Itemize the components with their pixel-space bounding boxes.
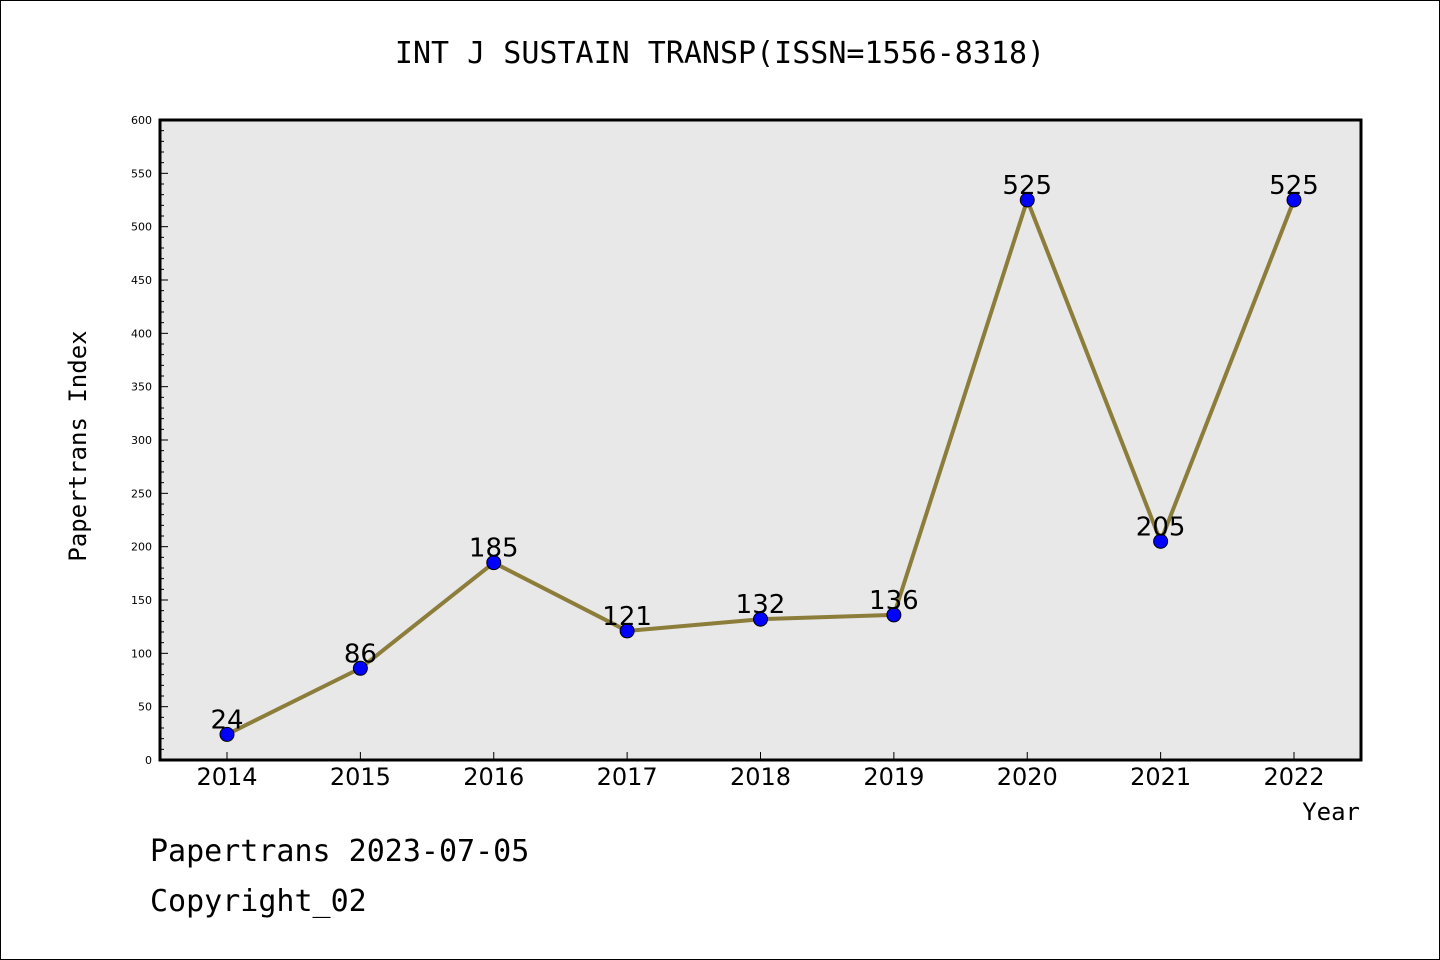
data-point bbox=[886, 607, 902, 623]
data-label: 86 bbox=[344, 639, 377, 669]
y-tick-label: 250 bbox=[131, 487, 152, 500]
footer-date-line: Papertrans 2023-07-05 bbox=[150, 834, 530, 869]
y-tick-label: 550 bbox=[131, 167, 152, 180]
x-tick-label: 2016 bbox=[463, 763, 524, 791]
x-axis-title: Year bbox=[1302, 798, 1360, 826]
x-tick-label: 2017 bbox=[597, 763, 658, 791]
x-tick-label: 2019 bbox=[863, 763, 924, 791]
data-point bbox=[1153, 533, 1169, 549]
y-tick-label: 0 bbox=[145, 754, 152, 767]
footer-copyright: Copyright_02 bbox=[150, 884, 367, 919]
data-label: 525 bbox=[1269, 171, 1319, 201]
x-tick-label: 2020 bbox=[997, 763, 1058, 791]
data-point bbox=[352, 660, 368, 676]
x-tick-label: 2021 bbox=[1130, 763, 1191, 791]
y-ticks: 0 50 100 150 200 250 300 350 400 450 500 550 600 bbox=[131, 114, 168, 767]
y-axis-title: Papertrans Index bbox=[64, 330, 92, 561]
x-tick-label: 2018 bbox=[730, 763, 791, 791]
y-tick-label: 450 bbox=[131, 274, 152, 287]
data-markers bbox=[219, 192, 1302, 742]
data-point bbox=[619, 623, 635, 639]
y-tick-label: 50 bbox=[138, 701, 152, 714]
y-tick-label: 150 bbox=[131, 594, 152, 607]
x-tick-labels: 2014 2015 2016 2017 2018 2019 2020 2021 2022 bbox=[196, 752, 1325, 791]
y-tick-label: 200 bbox=[131, 541, 152, 554]
data-label: 185 bbox=[469, 534, 519, 564]
y-tick-label: 500 bbox=[131, 221, 152, 234]
data-point bbox=[753, 611, 768, 627]
y-tick-label: 400 bbox=[131, 327, 152, 340]
x-tick-label: 2015 bbox=[330, 763, 391, 791]
plot-area bbox=[158, 118, 1363, 762]
data-label: 136 bbox=[869, 586, 919, 616]
chart-title: INT J SUSTAIN TRANSP(ISSN=1556-8318) bbox=[394, 36, 1046, 71]
x-tick-label: 2014 bbox=[196, 763, 257, 791]
data-label: 525 bbox=[1002, 171, 1052, 201]
y-tick-label: 350 bbox=[131, 381, 152, 394]
y-tick-label: 100 bbox=[131, 647, 152, 660]
data-label: 24 bbox=[210, 705, 243, 735]
axes-layer bbox=[158, 118, 1363, 762]
x-tick-label: 2022 bbox=[1263, 763, 1324, 791]
data-label: 121 bbox=[602, 602, 652, 632]
data-point bbox=[1286, 192, 1302, 208]
data-point bbox=[486, 555, 502, 571]
data-point bbox=[219, 726, 235, 742]
data-labels: 24 86 185 121 132 136 525 205 525 bbox=[210, 171, 1318, 735]
data-point bbox=[1019, 192, 1035, 208]
data-label: 132 bbox=[736, 590, 786, 620]
y-tick-label: 600 bbox=[131, 114, 152, 127]
data-label: 205 bbox=[1136, 512, 1186, 542]
y-tick-label: 300 bbox=[131, 434, 152, 447]
